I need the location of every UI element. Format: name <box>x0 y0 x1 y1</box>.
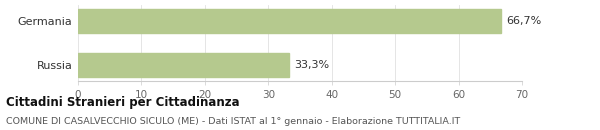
Text: COMUNE DI CASALVECCHIO SICULO (ME) - Dati ISTAT al 1° gennaio - Elaborazione TUT: COMUNE DI CASALVECCHIO SICULO (ME) - Dat… <box>6 117 460 126</box>
Text: 66,7%: 66,7% <box>506 16 541 26</box>
Text: 33,3%: 33,3% <box>294 60 329 70</box>
Text: Cittadini Stranieri per Cittadinanza: Cittadini Stranieri per Cittadinanza <box>6 96 239 109</box>
Bar <box>78 9 501 33</box>
Bar <box>78 53 289 77</box>
